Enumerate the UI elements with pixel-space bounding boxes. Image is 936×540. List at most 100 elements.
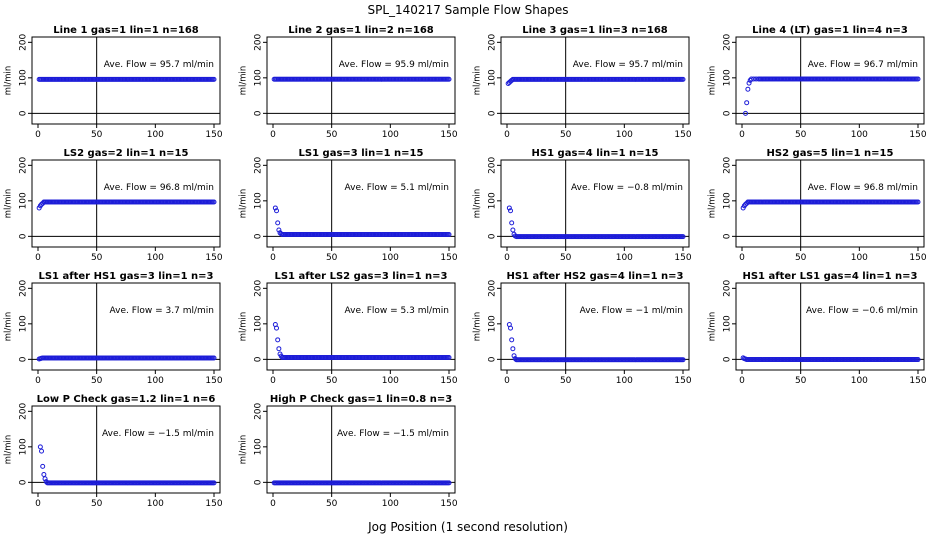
x-tick-label: 50 [91,499,103,509]
y-tick-label: 200 [488,279,498,296]
y-tick-label: 200 [488,33,498,50]
data-points [37,444,217,486]
x-tick-label: 0 [739,253,745,263]
x-tick-label: 150 [205,130,222,140]
plot-frame [500,36,690,125]
x-tick-label: 0 [35,499,41,509]
y-tick-label: 0 [723,356,733,362]
x-tick-label: 150 [674,253,691,263]
panel-7: HS1 gas=4 lin=1 n=15 0 50 100 150 0 100 200 ml/m… [473,148,692,263]
data-point [446,76,452,82]
x-tick-label: 0 [270,253,276,263]
data-point [748,76,754,82]
x-tick-label: 100 [382,499,399,509]
x-tick-label: 100 [147,130,164,140]
plot-frame [735,36,925,125]
y-axis-label: ml/min [239,189,249,219]
data-point [211,76,217,82]
data-point [510,227,516,233]
x-tick-label: 0 [739,130,745,140]
data-point [746,80,752,86]
average-flow-annotation: Ave. Flow = 95.9 ml/min [339,60,449,70]
data-point [751,76,757,82]
y-tick-label: 100 [254,315,264,332]
y-tick-label: 0 [488,356,498,362]
data-point [509,337,515,343]
panel-title: Line 3 gas=1 lin=3 n=168 [522,25,668,36]
panel-title: LS1 after LS2 gas=3 lin=1 n=3 [274,271,447,282]
panel-title: High P Check gas=1 lin=0.8 n=3 [270,394,452,405]
panel-8: HS2 gas=5 lin=1 n=15 0 50 100 150 0 100 200 ml/m… [708,148,927,263]
average-flow-annotation: Ave. Flow = 96.7 ml/min [808,60,918,70]
y-tick-label: 200 [723,279,733,296]
x-tick-label: 50 [326,253,338,263]
average-flow-annotation: Ave. Flow = 5.1 ml/min [345,183,449,193]
y-tick-label: 0 [19,479,29,485]
y-tick-label: 0 [19,233,29,239]
panel-12: HS1 after LS1 gas=4 lin=1 n=3 0 50 100 150 0 1… [708,271,927,386]
data-points [506,205,686,240]
x-tick-label: 0 [270,376,276,386]
x-tick-label: 0 [270,130,276,140]
x-tick-label: 100 [382,376,399,386]
figure-xlabel: Jog Position (1 second resolution) [367,520,568,534]
x-tick-label: 50 [560,253,572,263]
data-point [506,205,512,211]
y-tick-label: 200 [254,156,264,173]
y-tick-label: 200 [254,279,264,296]
y-tick-label: 100 [723,192,733,209]
data-point [274,325,280,331]
y-axis-label: ml/min [4,312,14,342]
x-tick-label: 50 [91,130,103,140]
data-points [740,199,921,211]
data-point [211,480,217,486]
y-tick-label: 100 [723,69,733,86]
x-tick-label: 50 [560,130,572,140]
plot-frame [31,282,221,371]
y-axis-label: ml/min [708,189,718,219]
x-tick-label: 0 [504,376,510,386]
data-point [37,444,43,450]
panel-title: Line 2 gas=1 lin=2 n=168 [288,25,434,36]
data-points [271,76,452,82]
x-tick-label: 100 [147,376,164,386]
panel-title: Low P Check gas=1.2 lin=1 n=6 [37,394,216,405]
data-points [272,205,452,238]
data-point [680,76,686,82]
x-tick-label: 100 [851,376,868,386]
panels: Line 1 gas=1 lin=1 n=168 0 50 100 150 0 100 200… [4,25,927,509]
x-tick-label: 150 [440,253,457,263]
x-tick-label: 50 [795,130,807,140]
data-point [511,353,517,359]
panel-5: LS2 gas=2 lin=1 n=15 0 50 100 150 0 100 200 ml/m… [4,148,223,263]
y-axis-label: ml/min [473,66,483,96]
data-point [744,100,750,106]
y-tick-label: 0 [254,110,264,116]
x-tick-label: 100 [851,253,868,263]
y-tick-label: 200 [19,33,29,50]
average-flow-annotation: Ave. Flow = 95.7 ml/min [573,60,683,70]
average-flow-annotation: Ave. Flow = 96.8 ml/min [104,183,214,193]
panel-title: Line 4 (LT) gas=1 lin=4 n=3 [752,25,908,36]
average-flow-annotation: Ave. Flow = 5.3 ml/min [345,306,449,316]
data-point [510,346,516,352]
data-point [211,199,217,205]
plot-frame [31,159,221,248]
plot-frame [266,282,456,371]
x-tick-label: 150 [674,376,691,386]
y-tick-label: 200 [254,402,264,419]
y-tick-label: 100 [19,438,29,455]
data-point [680,357,686,363]
average-flow-annotation: Ave. Flow = −1 ml/min [580,306,683,316]
data-point [745,86,751,92]
plot-frame [735,159,925,248]
average-flow-annotation: Ave. Flow = −0.6 ml/min [806,306,918,316]
x-tick-label: 0 [35,376,41,386]
y-tick-label: 100 [254,69,264,86]
y-axis-label: ml/min [473,189,483,219]
y-tick-label: 0 [723,110,733,116]
average-flow-annotation: Ave. Flow = 95.7 ml/min [104,60,214,70]
x-tick-label: 150 [909,376,926,386]
y-tick-label: 200 [723,33,733,50]
